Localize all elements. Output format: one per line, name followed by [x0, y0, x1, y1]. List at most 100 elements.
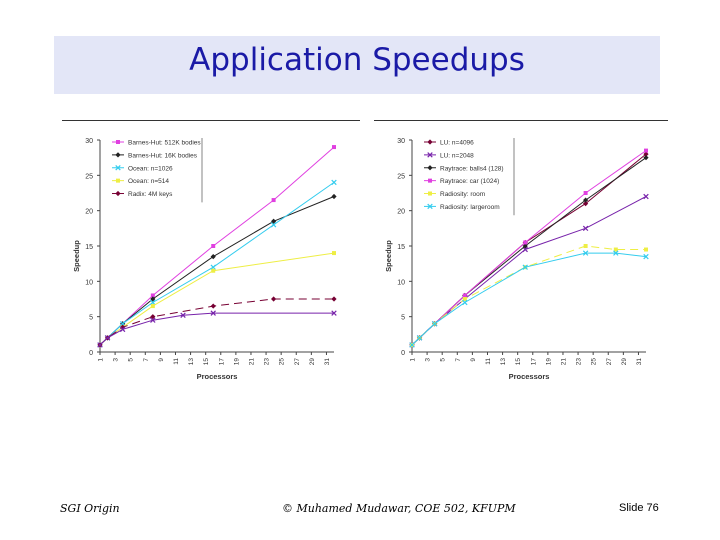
c1-x-tick-label-15: 15: [515, 358, 522, 366]
c0-legend-label-1: Barnes-Hut: 16K bodies: [128, 152, 198, 159]
c1-y-tick-label-25: 25: [397, 173, 405, 180]
c0-series-5-unnamed-point-0: [97, 342, 103, 348]
footer-right: Slide 76: [619, 502, 659, 514]
c0-y-tick-label-0: 0: [89, 350, 93, 357]
c0-legend-label-4: Radix: 4M keys: [128, 191, 173, 198]
c0-y-tick-label-5: 5: [89, 315, 93, 322]
c0-x-tick-label-7: 7: [143, 358, 150, 362]
c0-x-tick-label-15: 15: [203, 358, 210, 366]
c0-series-0-barnes-hut-512k-bodies-point-3: [150, 293, 155, 298]
c0-series-5-unnamed-point-6: [331, 310, 337, 316]
c0-series-4-radix-4m-keys-point-4: [210, 303, 216, 309]
c1-x-tick-label-11: 11: [485, 358, 492, 365]
c0-legend-marker-0: [116, 140, 120, 144]
c0-x-tick-label-25: 25: [279, 358, 286, 366]
c0-series-2-ocean-n-1026-point-6: [331, 179, 337, 186]
c0-x-tick-label-19: 19: [233, 358, 240, 366]
c1-legend-label-4: Radiosity: room: [440, 191, 485, 198]
c1-legend-label-2: Raytrace: balls4 (128): [440, 165, 504, 172]
c0-series-2-ocean-n-1026: [97, 179, 337, 348]
c0-series-5-unnamed-point-5: [210, 310, 216, 316]
title-band: Application Speedups: [54, 36, 660, 94]
c1-series-5-radiosity-largeroom: [409, 250, 649, 348]
c0-series-4-radix-4m-keys-point-6: [331, 296, 337, 302]
c0-x-tick-label-21: 21: [248, 358, 255, 366]
c1-series-4-radiosity-room: [410, 244, 648, 347]
c0-series-1-barnes-hut-16k-bodies: [97, 193, 337, 348]
c0-series-0-barnes-hut-512k-bodies-point-4: [211, 244, 216, 248]
c1-x-tick-label-25: 25: [591, 358, 598, 366]
c1-y-tick-label-0: 0: [401, 350, 405, 357]
c0-x-tick-label-3: 3: [113, 358, 120, 362]
c1-legend-label-0: LU: n=4096: [440, 140, 474, 147]
c1-series-3-raytrace-car-1024-point-5: [583, 191, 588, 195]
c0-series-1-barnes-hut-16k-bodies-point-3: [150, 296, 156, 302]
c1-x-tick-label-3: 3: [425, 358, 432, 362]
footer-left: SGI Origin: [60, 502, 120, 515]
c0-x-tick-label-5: 5: [128, 358, 135, 362]
c0-x-tick-label-13: 13: [188, 358, 195, 366]
c0-series-0-barnes-hut-512k-bodies: [98, 145, 336, 347]
footer-center: © Muhamed Mudawar, COE 502, KFUPM: [282, 502, 516, 515]
c0-legend-marker-4: [115, 190, 121, 197]
c0-legend-marker-3: [116, 178, 120, 183]
c1-series-0-lu-n-4096-point-5: [583, 201, 589, 207]
c1-series-3-raytrace-car-1024-point-4: [523, 240, 528, 245]
c0-y-tick-label-10: 10: [85, 279, 93, 286]
c1-series-4-radiosity-room-point-3: [462, 297, 467, 301]
c1-series-0-lu-n-4096-point-6: [643, 151, 649, 157]
c1-x-tick-label-21: 21: [560, 358, 567, 366]
c1-series-5-radiosity-largeroom-point-7: [643, 253, 649, 260]
c1-series-5-radiosity-largeroom-point-5: [582, 250, 589, 256]
c1-legend-marker-5: [427, 203, 433, 210]
c1-series-4-radiosity-room-point-6: [613, 247, 618, 252]
c1-series-1-lu-n-2048-point-6: [643, 193, 649, 200]
c1-x-tick-label-1: 1: [410, 358, 417, 362]
c0-series-5-unnamed-point-3: [150, 317, 156, 323]
c1-series-2-raytrace-balls4-128-point-4: [522, 243, 528, 249]
c0-series-2-ocean-n-1026-point-5: [270, 222, 277, 228]
c1-series-5-radiosity-largeroom-point-3: [462, 299, 468, 306]
c1-legend-marker-1: [427, 152, 433, 158]
c1-y-tick-label-20: 20: [397, 209, 405, 216]
c0-series-5-unnamed-line: [99, 312, 334, 346]
c1-series-1-lu-n-2048: [409, 193, 649, 348]
c0-x-tick-label-11: 11: [173, 358, 180, 365]
c0-x-tick-label-31: 31: [324, 358, 331, 366]
c0-series-5-unnamed-point-1: [104, 335, 111, 341]
c1-series-5-radiosity-largeroom-point-4: [522, 264, 528, 270]
c0-y-tick-label-25: 25: [85, 173, 93, 180]
c1-series-3-raytrace-car-1024-point-6: [644, 148, 648, 153]
c1-legend-label-3: Raytrace: car (1024): [440, 178, 499, 185]
c1-x-tick-label-7: 7: [455, 358, 462, 362]
left-chart-rule: [62, 120, 360, 121]
c0-series-3-ocean-n-514-point-5: [332, 251, 336, 256]
c1-series-1-lu-n-2048-line: [411, 196, 647, 346]
c0-series-1-barnes-hut-16k-bodies-point-4: [210, 254, 216, 260]
c0-series-0-barnes-hut-512k-bodies-point-6: [332, 145, 336, 150]
c1-series-4-radiosity-room-point-5: [583, 244, 588, 248]
c1-legend-label-5: Radiosity: largeroom: [440, 204, 500, 211]
c0-series-5-unnamed: [97, 310, 337, 348]
c0-series-1-barnes-hut-16k-bodies-point-5: [271, 218, 277, 224]
c1-x-tick-label-5: 5: [440, 358, 447, 362]
c1-y-tick-label-30: 30: [397, 138, 405, 145]
c1-y-axis-label: Speedup: [384, 240, 393, 272]
c0-series-4-radix-4m-keys-line: [99, 298, 334, 346]
c0-series-5-unnamed-point-4: [180, 312, 186, 318]
c1-series-5-radiosity-largeroom-line: [411, 252, 647, 346]
c1-series-3-raytrace-car-1024-point-3: [462, 293, 467, 298]
c0-x-tick-label-9: 9: [158, 358, 165, 362]
c0-x-axis-label: Processors: [197, 372, 238, 381]
c0-x-tick-label-29: 29: [309, 358, 316, 366]
c0-series-4-radix-4m-keys: [97, 296, 337, 348]
c1-x-tick-label-9: 9: [470, 358, 477, 362]
c0-series-4-radix-4m-keys-point-5: [271, 296, 277, 302]
c1-legend-marker-2: [427, 165, 433, 171]
c0-x-tick-label-27: 27: [294, 358, 301, 366]
c0-legend-marker-1: [115, 152, 121, 158]
c1-legend-marker-3: [428, 178, 432, 183]
c1-legend-marker-4: [428, 191, 432, 196]
c1-series-5-radiosity-largeroom-point-0: [409, 342, 415, 348]
c0-legend-label-3: Ocean: n=514: [128, 178, 169, 185]
